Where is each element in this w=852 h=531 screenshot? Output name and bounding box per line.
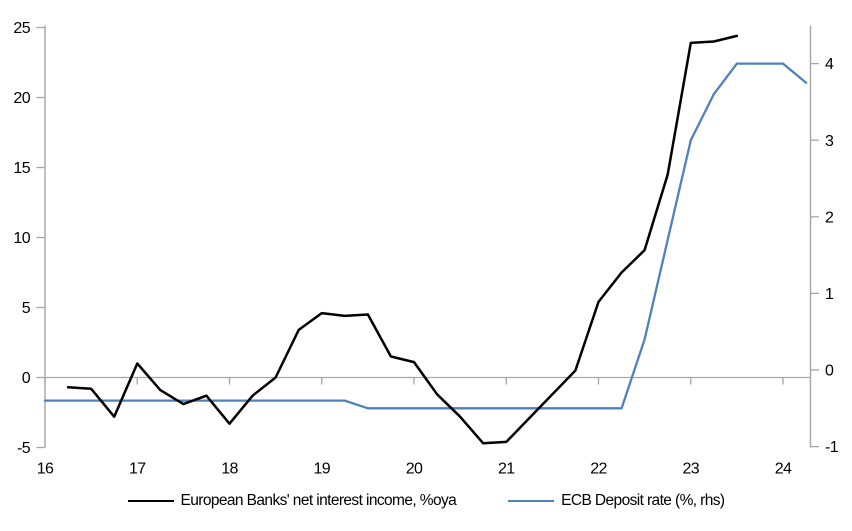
x-axis-tick-label: 17	[129, 461, 146, 478]
x-axis-tick-label: 24	[775, 461, 792, 478]
right-axis-tick-label: 4	[825, 56, 834, 73]
right-axis-tick-label: 0	[825, 363, 834, 380]
legend-label-net-interest-income: European Banks' net interest income, %oy…	[180, 492, 457, 509]
x-axis-tick-label: 20	[406, 461, 423, 478]
x-axis-tick-label: 21	[498, 461, 515, 478]
right-axis-tick-label: -1	[825, 439, 839, 456]
right-axis-tick-label: 2	[825, 209, 834, 226]
left-axis-tick-label: 10	[13, 230, 30, 247]
x-axis-tick-label: 22	[590, 461, 607, 478]
left-axis-tick-label: 20	[13, 90, 30, 107]
legend-item-net-interest-income: European Banks' net interest income, %oy…	[127, 492, 457, 510]
x-axis-tick-label: 19	[313, 461, 330, 478]
x-axis-tick-label: 16	[37, 461, 54, 478]
series-line-ecb-deposit-rate	[43, 62, 808, 410]
black-line-swatch	[127, 500, 174, 502]
left-axis-tick-label: 5	[22, 300, 31, 317]
left-axis-tick-label: 15	[13, 160, 30, 177]
legend: European Banks' net interest income, %oy…	[0, 488, 852, 514]
right-axis-tick-label: 3	[825, 133, 834, 150]
legend-item-ecb-deposit-rate: ECB Deposit rate (%, rhs)	[508, 492, 725, 510]
series-line-net-interest-income	[66, 34, 739, 445]
left-axis-tick-label: 0	[22, 370, 31, 387]
x-axis-tick-label: 18	[221, 461, 238, 478]
left-axis-tick-label: -5	[17, 440, 31, 457]
x-axis-tick-label: 23	[682, 461, 699, 478]
right-axis-tick-label: 1	[825, 286, 834, 303]
left-axis-tick-label: 25	[13, 20, 30, 37]
legend-label-ecb-deposit-rate: ECB Deposit rate (%, rhs)	[561, 492, 725, 509]
blue-line-swatch	[508, 500, 555, 502]
